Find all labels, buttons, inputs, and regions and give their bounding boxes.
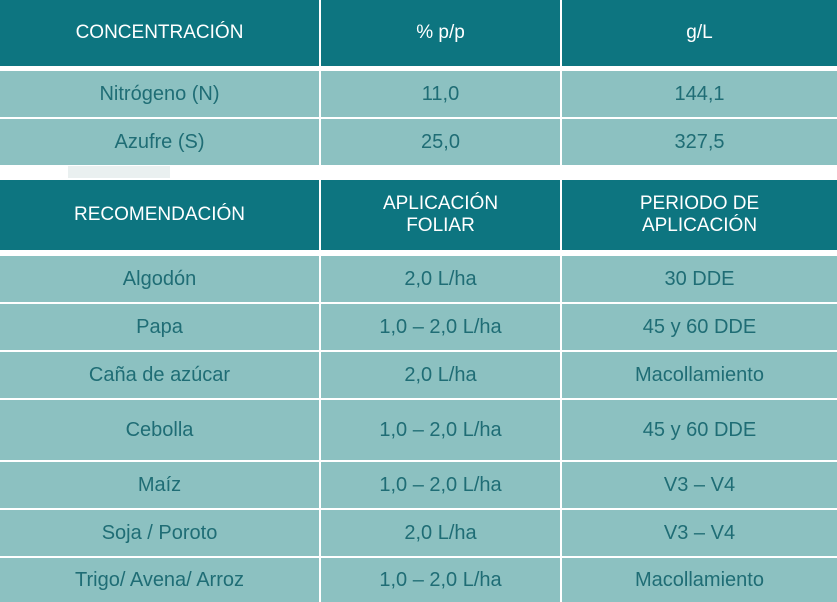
table-row: Caña de azúcar 2,0 L/ha Macollamiento (0, 352, 837, 398)
table-row: Trigo/ Avena/ Arroz 1,0 – 2,0 L/ha Macol… (0, 558, 837, 602)
nutrient-name: Nitrógeno (N) (0, 71, 321, 117)
dose-value: 1,0 – 2,0 L/ha (321, 400, 562, 460)
gl-value: 327,5 (562, 119, 837, 165)
table-row: Maíz 1,0 – 2,0 L/ha V3 – V4 (0, 462, 837, 508)
dose-value: 1,0 – 2,0 L/ha (321, 462, 562, 508)
crop-name: Trigo/ Avena/ Arroz (0, 558, 321, 602)
table-row: Cebolla 1,0 – 2,0 L/ha 45 y 60 DDE (0, 400, 837, 460)
table-row: Soja / Poroto 2,0 L/ha V3 – V4 (0, 510, 837, 556)
period-value: V3 – V4 (562, 462, 837, 508)
concentration-header-row: CONCENTRACIÓN % p/p g/L (0, 0, 837, 66)
nutrient-name: Azufre (S) (0, 119, 321, 165)
crop-name: Soja / Poroto (0, 510, 321, 556)
period-value: 45 y 60 DDE (562, 304, 837, 350)
percent-value: 25,0 (321, 119, 562, 165)
period-value: Macollamiento (562, 558, 837, 602)
crop-name: Caña de azúcar (0, 352, 321, 398)
table-row: Azufre (S) 25,0 327,5 (0, 119, 837, 165)
header-recomendacion: RECOMENDACIÓN (0, 180, 321, 250)
dose-value: 1,0 – 2,0 L/ha (321, 558, 562, 602)
gl-value: 144,1 (562, 71, 837, 117)
crop-name: Algodón (0, 256, 321, 302)
header-concentracion: CONCENTRACIÓN (0, 0, 321, 66)
crop-name: Maíz (0, 462, 321, 508)
period-value: Macollamiento (562, 352, 837, 398)
header-pp: % p/p (321, 0, 562, 66)
header-gl: g/L (562, 0, 837, 66)
period-value: 30 DDE (562, 256, 837, 302)
recommendation-header-row: RECOMENDACIÓN APLICACIÓN FOLIAR PERIODO … (0, 180, 837, 250)
table-row: Papa 1,0 – 2,0 L/ha 45 y 60 DDE (0, 304, 837, 350)
dose-value: 1,0 – 2,0 L/ha (321, 304, 562, 350)
dose-value: 2,0 L/ha (321, 256, 562, 302)
header-aplicacion-foliar: APLICACIÓN FOLIAR (321, 180, 562, 250)
table-row: Algodón 2,0 L/ha 30 DDE (0, 256, 837, 302)
table-row: Nitrógeno (N) 11,0 144,1 (0, 71, 837, 117)
dose-value: 2,0 L/ha (321, 510, 562, 556)
dose-value: 2,0 L/ha (321, 352, 562, 398)
crop-name: Cebolla (0, 400, 321, 460)
period-value: V3 – V4 (562, 510, 837, 556)
period-value: 45 y 60 DDE (562, 400, 837, 460)
percent-value: 11,0 (321, 71, 562, 117)
divider-tab (68, 166, 170, 178)
header-periodo-aplicacion: PERIODO DE APLICACIÓN (562, 180, 837, 250)
crop-name: Papa (0, 304, 321, 350)
